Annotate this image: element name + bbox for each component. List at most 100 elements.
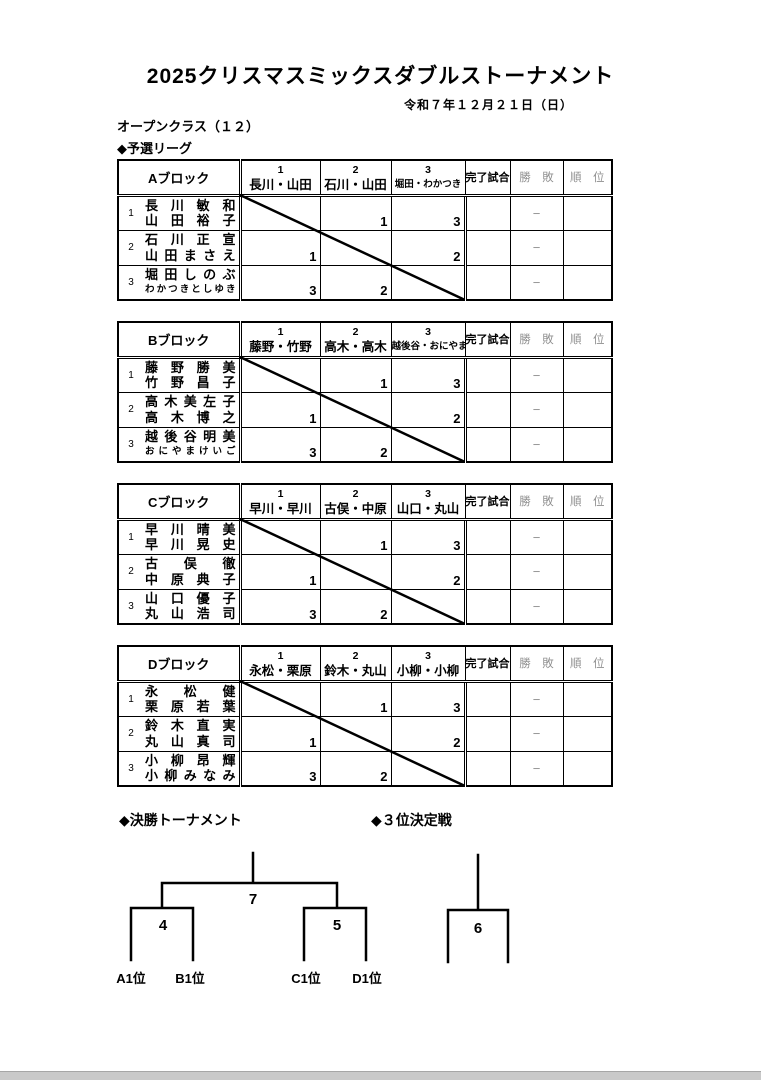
rank-cell	[562, 588, 613, 625]
pair-label: 石川・山田	[324, 177, 387, 192]
match-cell	[390, 264, 467, 301]
row-number: 3	[128, 600, 134, 612]
match-cell: 3	[239, 588, 321, 625]
match-cell: 1	[239, 229, 321, 266]
row-number: 3	[128, 762, 134, 774]
rank-cell	[562, 194, 613, 231]
match-cell: 1	[319, 194, 392, 231]
table-row: 3 越後谷明美 おにやまけいご 3 2 −	[117, 426, 613, 463]
win-loss-header: 勝 敗	[509, 321, 564, 359]
pair-label: 堀田・わかつき	[394, 178, 462, 190]
win-loss-cell: −	[509, 356, 564, 393]
match-cell: 3	[239, 426, 321, 463]
prelim-league-heading: ◆予選リーグ	[117, 141, 192, 156]
pair-header-1: 1 早川・早川	[239, 483, 321, 521]
rank-cell	[562, 391, 613, 428]
rank-header: 順 位	[562, 159, 613, 197]
pair-header-3: 3 堀田・わかつき	[390, 159, 466, 197]
match-cell: 1	[319, 680, 392, 717]
page-title: 2025クリスマスミックスダブルストーナメント	[146, 65, 615, 88]
win-loss-cell: −	[509, 229, 564, 266]
completed-cell	[464, 391, 511, 428]
match-cell: 2	[390, 553, 467, 590]
rank-cell	[562, 356, 613, 393]
match-cell	[319, 229, 392, 266]
player2-name: 山田まさえ	[145, 247, 236, 263]
match-number: 1	[309, 572, 317, 588]
rank-cell	[562, 229, 613, 266]
player1-name: 山口優子	[145, 590, 236, 606]
block-title: Bブロック	[117, 321, 242, 359]
match-cell	[319, 553, 392, 590]
player1-name: 藤野勝美	[145, 359, 236, 375]
completed-cell	[464, 518, 511, 555]
row-number: 2	[128, 566, 134, 577]
pair-header-2: 2 古俣・中原	[319, 483, 392, 521]
player2-name: 栗原若葉	[145, 699, 236, 714]
pair-number: 3	[425, 487, 431, 500]
row-number: 1	[128, 369, 134, 381]
win-loss-cell: −	[509, 553, 564, 590]
pair-label: 鈴木・丸山	[324, 663, 387, 678]
completed-cell	[464, 426, 511, 463]
rank-cell	[562, 715, 613, 752]
pair-number: 2	[352, 649, 359, 662]
match-number: 1	[309, 734, 317, 750]
third-place-heading: ◆３位決定戦	[371, 812, 452, 828]
completed-cell	[464, 553, 511, 590]
pair-label: 永松・栗原	[249, 663, 312, 678]
team-cell: 2 古俣徹 中原典子	[117, 553, 242, 590]
player2-name: 丸山真司	[145, 733, 236, 749]
team-cell: 3 越後谷明美 おにやまけいご	[117, 426, 242, 463]
player2-name: おにやまけいご	[145, 446, 236, 458]
match-cell: 2	[390, 229, 467, 266]
league-block-a: Aブロック 1 長川・山田 2 石川・山田 3 堀田・わかつき 完了試合 勝 敗 順 …	[117, 159, 613, 301]
win-loss-cell: −	[509, 391, 564, 428]
completed-cell	[464, 715, 511, 752]
win-loss-header: 勝 敗	[509, 159, 564, 197]
completed-cell	[464, 264, 511, 301]
pair-number: 3	[425, 163, 431, 176]
match-cell	[390, 426, 467, 463]
match-cell: 3	[390, 680, 467, 717]
completed-cell	[464, 588, 511, 625]
table-row: 2 石川正宣 山田まさえ 1 2 −	[117, 229, 613, 266]
match-cell	[319, 391, 392, 428]
match-number: 3	[309, 283, 317, 298]
pair-header-3: 3 越後谷・おにやま	[390, 321, 466, 359]
pair-label: 藤野・竹野	[249, 339, 312, 354]
player1-name: 小柳昂輝	[145, 752, 236, 768]
table-row: 1 長川敏和 山田裕子 1 3 −	[117, 194, 613, 231]
match-number: 1	[380, 537, 388, 553]
rank-header: 順 位	[562, 321, 613, 359]
table-row: 3 小柳昂輝 小柳みなみ 3 2 −	[117, 750, 613, 787]
league-table-a: Aブロック 1 長川・山田 2 石川・山田 3 堀田・わかつき 完了試合 勝 敗 順 …	[117, 159, 613, 301]
rank-header: 順 位	[562, 483, 613, 521]
match-number: 2	[380, 445, 388, 460]
player2-name: 小柳みなみ	[145, 768, 236, 784]
row-number: 2	[128, 728, 134, 739]
completed-cell	[464, 680, 511, 717]
pair-label: 長川・山田	[249, 177, 312, 192]
pair-header-1: 1 藤野・竹野	[239, 321, 321, 359]
league-table-c: Cブロック 1 早川・早川 2 古俣・中原 3 山口・丸山 完了試合 勝 敗 順 位 …	[117, 483, 613, 625]
table-row: 1 永松健 栗原若葉 1 3 −	[117, 680, 613, 717]
pair-number: 1	[277, 649, 284, 662]
match-cell: 3	[390, 518, 467, 555]
league-block-d: Dブロック 1 永松・栗原 2 鈴木・丸山 3 小柳・小柳 完了試合 勝 敗 順 位 …	[117, 645, 613, 787]
block-title: Aブロック	[117, 159, 242, 197]
pair-label: 古俣・中原	[324, 501, 387, 516]
player1-name: 長川敏和	[145, 197, 236, 213]
pair-header-1: 1 長川・山田	[239, 159, 321, 197]
player2-name: 竹野昌子	[145, 375, 236, 390]
finals-bracket-heading: ◆決勝トーナメント	[119, 812, 242, 828]
pair-label: 小柳・小柳	[396, 663, 460, 678]
table-row: 2 鈴木直実 丸山真司 1 2 −	[117, 715, 613, 752]
player1-name: 永松健	[145, 683, 236, 699]
block-title: Dブロック	[117, 645, 242, 683]
match-number: 2	[380, 283, 388, 298]
pair-number: 1	[277, 325, 284, 338]
bracket-slot-a1: A1位	[116, 971, 146, 986]
pair-header-2: 2 高木・高木	[319, 321, 392, 359]
